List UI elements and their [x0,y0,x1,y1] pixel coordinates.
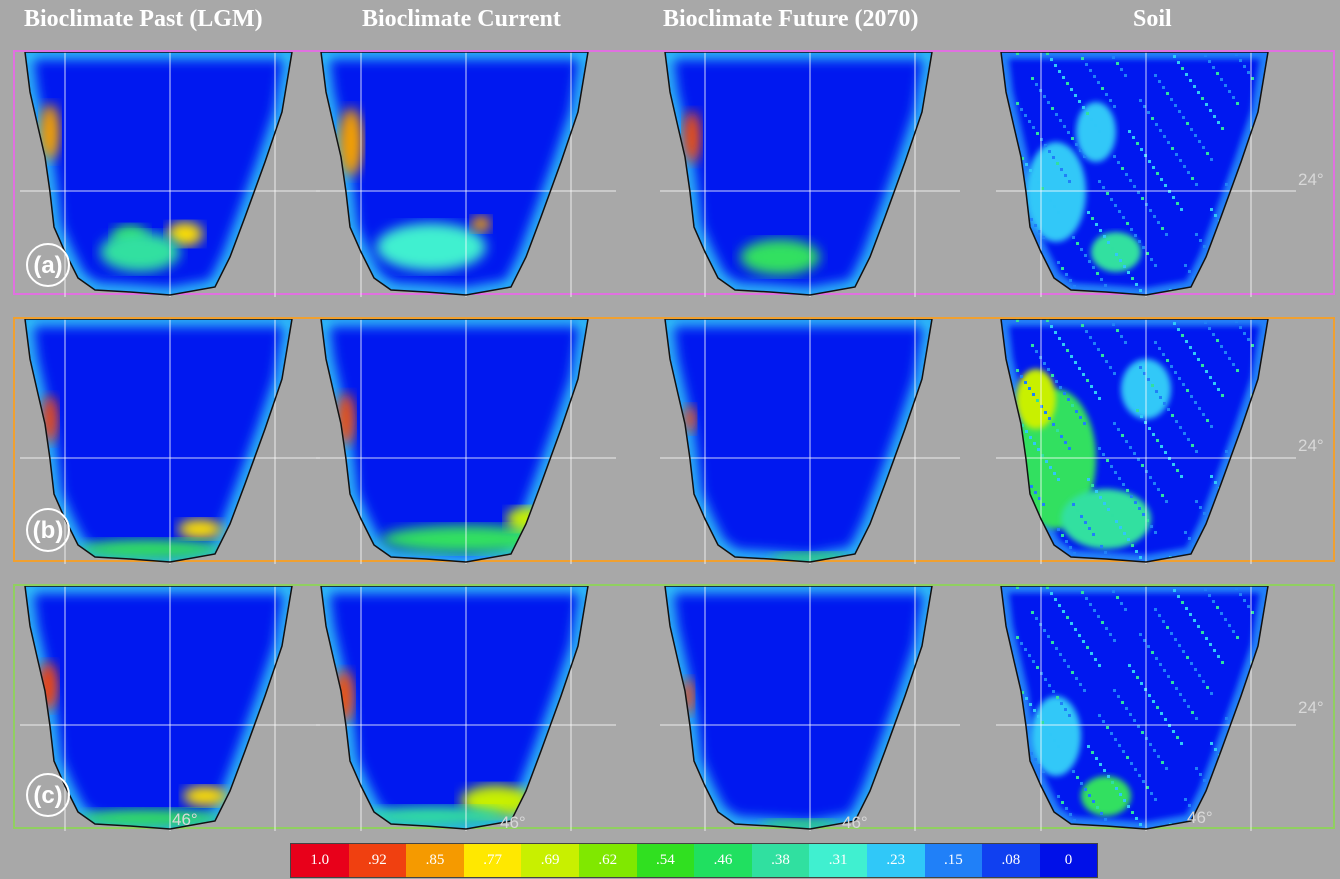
legend-swatch: .38 [751,844,810,877]
lat-label-24-b: 24° [1298,436,1324,455]
map-panel [660,319,960,564]
column-header-current: Bioclimate Current [362,6,561,32]
map-panel [996,52,1296,297]
map-panel [660,586,960,831]
lat-label-46-future: 46° [842,813,868,832]
map-panel [20,586,320,831]
row-label-c: (c) [26,773,70,817]
legend-swatch: .23 [866,844,925,877]
legend-swatch: 1.0 [291,844,349,877]
lat-label-24-c: 24° [1298,698,1324,717]
row-frame-c [13,584,1335,829]
lat-label-46-current: 46° [500,813,526,832]
legend-swatch: .08 [982,844,1040,877]
map-panel [996,319,1296,564]
row-frame-a [13,50,1335,295]
legend-swatch: .31 [809,844,867,877]
row-label-b: (b) [26,508,70,552]
map-panel [20,319,320,564]
legend-swatch: 0 [1039,844,1098,877]
lat-label-24-a: 24° [1298,170,1324,189]
map-panel [660,52,960,297]
lat-label-46-past: 46° [172,810,198,829]
legend-swatch: .85 [406,844,464,877]
color-scale-legend: 1.0.92.85.77.69.62.54.46.38.31.23.15.08 0 [290,843,1099,878]
legend-swatch: .92 [348,844,407,877]
legend-swatch: .46 [694,844,752,877]
column-header-soil: Soil [1133,6,1172,32]
map-panel [20,52,320,297]
legend-swatch: .69 [521,844,579,877]
column-header-future: Bioclimate Future (2070) [663,6,919,32]
map-panel [316,52,616,297]
column-header-past: Bioclimate Past (LGM) [24,6,263,32]
map-panel [316,319,616,564]
legend-swatch: .62 [578,844,637,877]
lat-label-46-soil: 46° [1187,808,1213,827]
legend-swatch: .15 [924,844,983,877]
row-frame-b [13,317,1335,562]
map-panel [316,586,616,831]
row-label-a: (a) [26,243,70,287]
map-panel [996,586,1296,831]
legend-swatch: .54 [636,844,695,877]
legend-swatch: .77 [463,844,522,877]
